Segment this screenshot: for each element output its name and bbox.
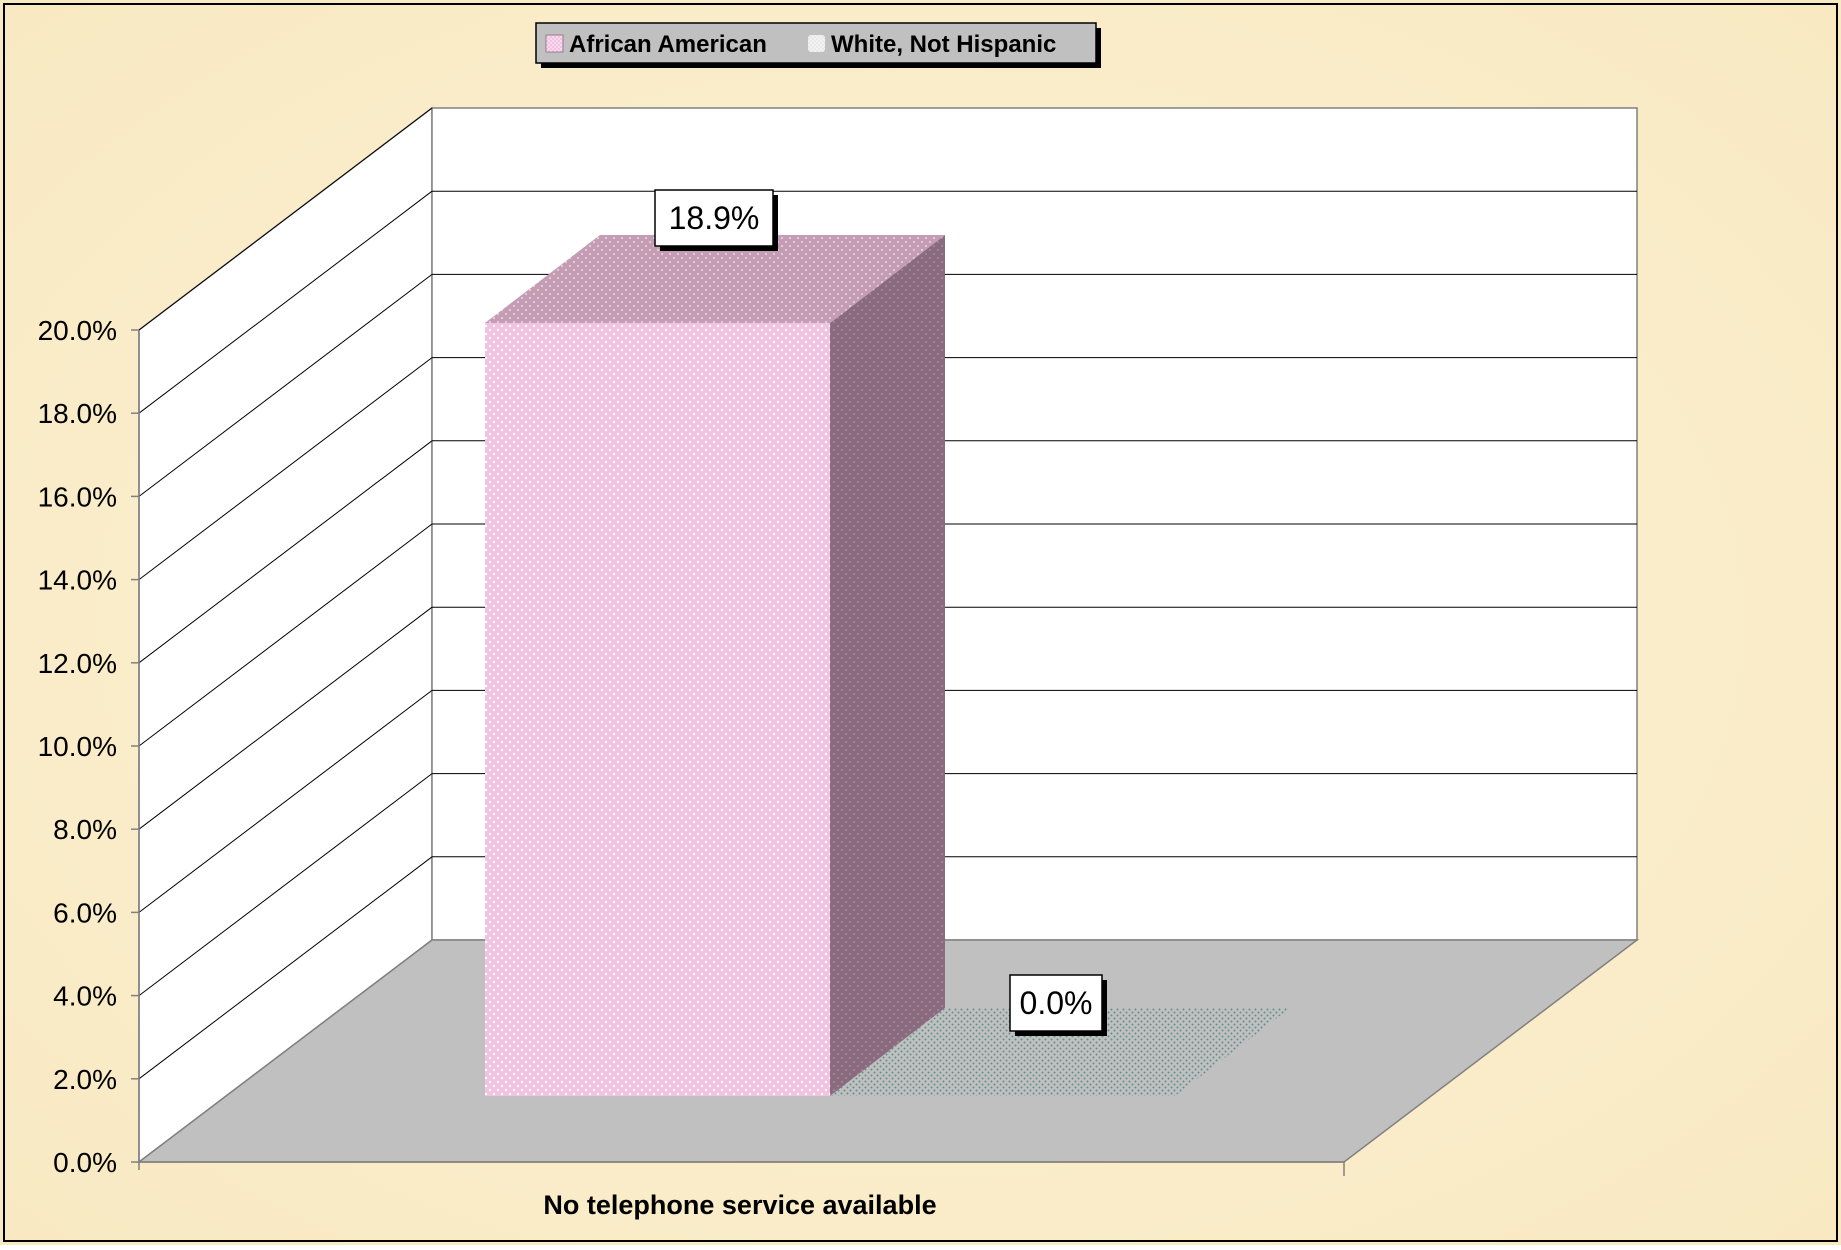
- data-label-text: 18.9%: [669, 200, 760, 236]
- y-tick-label: 6.0%: [53, 897, 117, 928]
- gridline-side: [138, 357, 433, 580]
- y-axis: 0.0% 2.0% 4.0% 6.0% 8.0% 10.0% 12.0% 14.0% 16.0%…: [38, 315, 1345, 1178]
- y-tick-label: 14.0%: [38, 565, 117, 596]
- chart-border: [3, 3, 1838, 1242]
- bar-african-american-top: [485, 234, 945, 323]
- data-labels: 18.9% 0.0%: [654, 189, 1107, 1036]
- gridline-side: [138, 523, 433, 747]
- gridline-side: [138, 773, 433, 996]
- bars: [485, 234, 1290, 1097]
- y-tick-label: 0.0%: [53, 1147, 117, 1178]
- y-tick-label: 4.0%: [53, 981, 117, 1012]
- y-tick-label: 8.0%: [53, 814, 117, 845]
- x-axis-label: No telephone service available: [543, 1190, 936, 1220]
- gridline-side: [138, 107, 433, 331]
- gridline-side: [138, 856, 433, 1080]
- gridline-side: [138, 274, 433, 497]
- bar-white-not-hispanic: [830, 1008, 1290, 1096]
- y-tick-label: 12.0%: [38, 648, 117, 679]
- y-tick-label: 2.0%: [53, 1064, 117, 1095]
- legend-label-african-american: African American: [569, 31, 767, 58]
- data-label-white-not-hispanic: 0.0%: [1009, 974, 1107, 1036]
- gridline-side: [138, 190, 433, 414]
- data-label-box: [1009, 974, 1103, 1032]
- bar-african-american-side: [830, 234, 945, 1097]
- legend-swatch-white-not-hispanic: [808, 35, 825, 52]
- y-tick-label: 18.0%: [38, 398, 117, 429]
- legend-label-white-not-hispanic: White, Not Hispanic: [831, 31, 1056, 58]
- legend: African American White, Not Hispanic: [535, 22, 1101, 68]
- y-tick-label: 16.0%: [38, 481, 117, 512]
- gridline-side: [138, 606, 433, 830]
- gridline-side: [138, 440, 433, 664]
- data-label-box: [654, 189, 774, 247]
- bar-african-american: [485, 322, 830, 1096]
- y-tick-label: 20.0%: [38, 315, 117, 346]
- y-tick-label: 10.0%: [38, 731, 117, 762]
- gridline-side: [138, 690, 433, 913]
- data-label-text: 0.0%: [1020, 985, 1093, 1021]
- legend-swatch-african-american: [545, 34, 564, 53]
- data-label-african-american: 18.9%: [654, 189, 778, 251]
